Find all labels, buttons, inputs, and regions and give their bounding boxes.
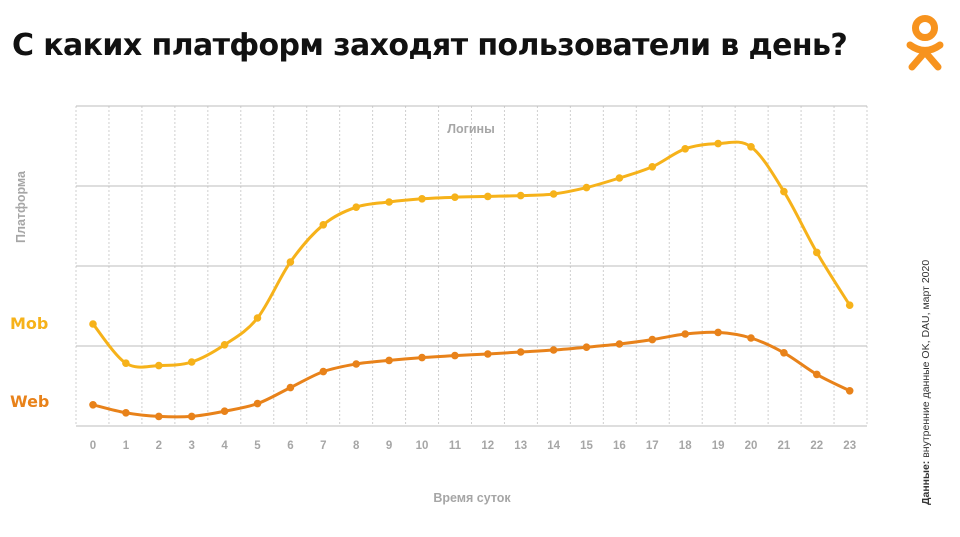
data-point <box>89 320 97 328</box>
data-point <box>319 367 328 376</box>
data-point <box>813 370 821 379</box>
data-point <box>220 341 229 349</box>
data-point <box>451 193 459 201</box>
data-point <box>187 358 196 366</box>
x-tick-label: 1 <box>123 440 130 452</box>
x-tick-label: 2 <box>156 440 162 452</box>
data-point <box>352 203 361 211</box>
data-point <box>615 174 624 182</box>
data-point <box>615 340 624 348</box>
x-tick-label: 11 <box>449 440 462 452</box>
data-point <box>780 349 788 357</box>
data-point <box>845 301 854 310</box>
series-group <box>89 139 854 421</box>
chart-grid <box>75 105 868 427</box>
data-point <box>155 361 163 370</box>
data-point <box>451 351 459 360</box>
data-point <box>714 328 722 337</box>
x-tick-label: 3 <box>188 440 194 452</box>
data-point <box>714 139 722 148</box>
data-point <box>747 143 755 151</box>
data-point <box>253 399 262 408</box>
data-point <box>418 195 426 203</box>
x-tick-label: 9 <box>386 440 392 452</box>
data-point <box>220 407 229 416</box>
data-point <box>385 198 393 206</box>
data-point <box>845 387 854 395</box>
page-title: С каких платформ заходят пользователи в … <box>12 28 848 63</box>
x-tick-label: 20 <box>745 440 758 452</box>
x-tick-label: 5 <box>254 440 261 452</box>
data-point <box>582 183 591 192</box>
x-tick-labels: 0 1 2 3 4 5 6 7 8 9 10 11 12 13 14 15 16 17 18 19 20 21 22 23 <box>90 440 856 452</box>
chart-title: Логины <box>447 122 495 136</box>
data-point <box>385 356 393 365</box>
x-tick-label: 23 <box>843 440 856 452</box>
data-point <box>747 334 755 342</box>
data-point <box>549 190 558 198</box>
y-axis-label: Платформа <box>14 170 28 243</box>
x-tick-label: 12 <box>481 440 494 452</box>
data-point <box>286 258 295 266</box>
x-tick-label: 7 <box>320 440 326 452</box>
x-tick-label: 18 <box>679 440 692 452</box>
x-tick-label: 4 <box>221 440 228 452</box>
data-point <box>648 335 657 344</box>
series-label-mob: Mob <box>10 314 48 333</box>
data-point <box>582 343 591 352</box>
data-point <box>319 221 328 229</box>
data-point <box>352 360 361 368</box>
data-point <box>253 314 262 322</box>
data-point <box>681 145 689 153</box>
data-point <box>516 348 525 356</box>
data-point <box>484 350 492 358</box>
x-tick-label: 19 <box>712 440 725 452</box>
x-tick-label: 0 <box>90 440 96 452</box>
data-point <box>813 248 821 257</box>
odnoklassniki-icon <box>906 15 944 71</box>
data-point <box>780 187 788 196</box>
x-tick-label: 13 <box>514 440 527 452</box>
data-point <box>484 192 492 201</box>
x-tick-label: 21 <box>778 440 791 452</box>
x-axis-label: Время суток <box>433 491 511 505</box>
data-point <box>549 346 558 354</box>
data-point <box>89 401 97 409</box>
data-point <box>648 163 657 171</box>
x-tick-label: 17 <box>646 440 659 452</box>
data-point <box>418 353 426 362</box>
x-tick-label: 8 <box>353 440 360 452</box>
data-point <box>122 409 130 417</box>
x-tick-label: 16 <box>613 440 626 452</box>
data-point <box>681 330 689 338</box>
x-tick-label: 22 <box>810 440 823 452</box>
data-point <box>286 383 295 392</box>
series-label-web: Web <box>10 392 49 411</box>
data-point <box>122 359 130 368</box>
data-point <box>155 412 163 421</box>
data-point <box>187 412 196 421</box>
x-tick-label: 10 <box>416 440 429 452</box>
x-tick-label: 6 <box>287 440 293 452</box>
x-tick-label: 15 <box>580 440 593 452</box>
x-tick-label: 14 <box>547 440 560 452</box>
data-point <box>516 191 525 200</box>
